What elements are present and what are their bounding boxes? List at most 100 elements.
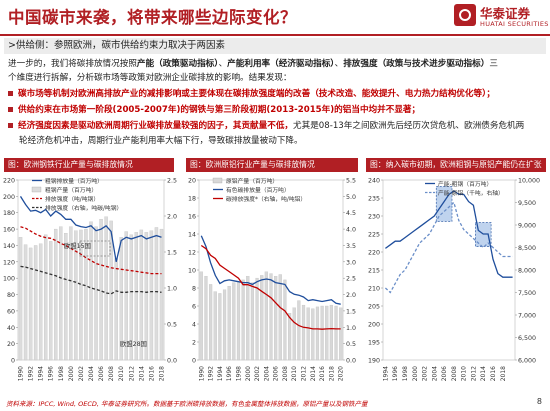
bar-mark (99, 219, 103, 361)
legend-label: 排放强度（右轴，吨碳/吨钢） (45, 204, 122, 212)
bar-mark (209, 284, 213, 361)
y-left-tick-label: 2 (192, 340, 196, 347)
x-tick-label: 2008 (451, 366, 458, 381)
bullet-3-text: 尤其是08-13年之间欧洲先后经历次贷危机、欧洲债务危机两 (293, 121, 525, 131)
y-left-tick-label: 6 (192, 304, 196, 311)
x-tick-label: 2002 (78, 366, 85, 381)
x-tick-label: 2012 (301, 366, 308, 381)
bar-mark (89, 221, 93, 361)
x-tick-label: 1994 (217, 366, 224, 381)
x-tick-label: 1998 (58, 366, 65, 381)
y-left-tick-label: 240 (368, 178, 380, 185)
y-left-tick-label: 215 (368, 268, 380, 275)
intro-line-1: 进一步的，我们将碳排放情况按照产能（政策驱动指标）、产能利用率（经济驱动指标）、… (8, 58, 498, 70)
bar-mark (287, 313, 292, 361)
legend-label: 碳排放强度*（右轴，吨/吨铝） (226, 195, 306, 203)
y-right-tick-label: 6,500 (518, 335, 536, 342)
bullet-3: 经济强度因素是驱动欧洲周期行业碳排放量较强的因子，其贡献量不低，尤其是08-13… (8, 120, 524, 133)
panel-3-title: 图：纳入碳市初期，欧洲粗钢与原铝产能仍在扩张 (366, 158, 546, 172)
legend-label: 产能-原铝（千吨，右轴） (438, 189, 504, 197)
x-tick-label: 2004 (431, 366, 438, 381)
bar-mark (218, 293, 222, 361)
x-tick-label: 1990 (18, 366, 25, 381)
bar-mark (315, 306, 320, 361)
bar-mark (54, 228, 58, 361)
y-left-tick-label: 180 (3, 210, 15, 217)
y-right-tick-label: 4.5 (346, 210, 356, 217)
y-left-tick-label: 220 (3, 178, 15, 185)
bar-mark (320, 305, 324, 361)
x-tick-label: 2014 (138, 366, 145, 381)
y-left-tick-label: 80 (7, 292, 15, 299)
y-right-tick-label: 5.0 (346, 194, 356, 201)
intro-text: 进一步的，我们将碳排放情况按照 (8, 59, 137, 69)
y-left-tick-label: 230 (368, 214, 380, 221)
bar-mark (199, 271, 203, 361)
logo-cn-text: 华泰证券 (480, 6, 531, 21)
x-tick-label: 1996 (226, 366, 233, 381)
y-left-tick-label: 10 (188, 268, 196, 275)
bar-mark (69, 226, 73, 361)
y-right-tick-label: 1.0 (167, 286, 177, 293)
panel-1-title: 图：欧洲钢铁行业产量与碳排放情况 (4, 158, 174, 172)
x-tick-label: 1994 (382, 366, 389, 381)
bar-mark (255, 277, 259, 361)
y-right-tick-label: 2.5 (346, 276, 356, 283)
bar-mark (94, 226, 98, 361)
bar-mark (59, 226, 63, 361)
x-tick-label: 2010 (291, 366, 298, 381)
y-right-tick-label: 0.5 (346, 341, 356, 348)
x-tick-label: 1996 (392, 366, 399, 381)
y-right-tick-label: 1.0 (346, 325, 356, 332)
bar-mark (204, 276, 208, 361)
x-tick-label: 2000 (245, 366, 252, 381)
y-right-tick-label: 1.5 (167, 250, 177, 257)
y-left-tick-label: 220 (368, 250, 380, 257)
intro-sep: 、 (334, 59, 344, 69)
x-tick-label: 2020 (338, 366, 345, 381)
series-line (385, 189, 513, 278)
x-tick-label: 2014 (310, 366, 317, 381)
legend-label: 粗钢产量（百万吨） (45, 186, 97, 194)
legend-swatch (212, 177, 223, 184)
bar-mark (144, 232, 149, 361)
y-left-tick-label: 225 (368, 232, 380, 239)
bar-mark (339, 307, 343, 361)
source-note: 资料来源：IPCC, Wind, OECD, 华泰证券研究所。数据基于欧洲碳排放… (6, 400, 368, 408)
series-line (20, 226, 162, 275)
y-left-tick-label: 195 (368, 340, 380, 347)
intro-term-utilization: 产能利用率（经济驱动指标） (227, 59, 335, 69)
intro-line-2: 个维度进行拆解，分析碳市场等政策对欧洲企业碳排放的影响。结果发现： (8, 73, 292, 83)
y-left-tick-label: 20 (188, 178, 196, 185)
bar-mark (246, 276, 250, 361)
y-left-tick-label: 120 (3, 259, 15, 266)
bar-mark (154, 227, 159, 361)
x-tick-label: 2018 (158, 366, 165, 381)
series-line (200, 244, 341, 330)
bar-mark (283, 279, 287, 361)
intro-term-capacity: 产能（政策驱动指标） (136, 59, 219, 69)
bar-mark (269, 273, 273, 361)
annotation-eu15: 欧盟15国 (64, 241, 91, 250)
x-tick-label: 2010 (461, 366, 468, 381)
bar-mark (124, 231, 128, 361)
bar-mark (43, 234, 48, 361)
x-tick-label: 2016 (148, 366, 155, 381)
bar-mark (64, 233, 68, 361)
bar-mark (139, 229, 144, 361)
x-tick-label: 2006 (273, 366, 280, 381)
x-tick-label: 1992 (208, 366, 215, 381)
x-tick-label: 2016 (319, 366, 326, 381)
y-right-tick-label: 0.0 (167, 358, 177, 365)
bar-mark (232, 282, 236, 361)
bar-mark (213, 291, 217, 361)
bullet-3-cont: 轮经济危机冲击，周期行业产能利用率大幅下行，导致碳排放量被动下降。 (19, 136, 303, 146)
intro-sep: 、 (218, 59, 228, 69)
bar-mark (23, 244, 28, 361)
y-right-tick-label: 2.5 (167, 178, 177, 185)
bar-mark (222, 289, 227, 361)
legend-swatch (31, 186, 42, 193)
bar-mark (241, 279, 245, 361)
y-right-tick-label: 2.0 (167, 214, 177, 221)
y-left-tick-label: 0 (192, 358, 196, 365)
